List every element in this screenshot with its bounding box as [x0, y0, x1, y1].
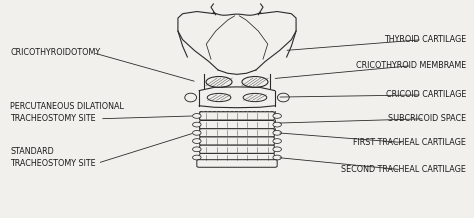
Ellipse shape [192, 147, 201, 152]
Ellipse shape [273, 122, 282, 127]
Text: CRICOTHYROIDOTOMY: CRICOTHYROIDOTOMY [10, 48, 100, 57]
FancyBboxPatch shape [200, 121, 274, 129]
FancyBboxPatch shape [197, 160, 277, 167]
Ellipse shape [273, 155, 282, 160]
Ellipse shape [185, 93, 197, 102]
Ellipse shape [242, 77, 268, 87]
Text: CRICOTHYROID MEMBRAME: CRICOTHYROID MEMBRAME [356, 61, 466, 70]
FancyBboxPatch shape [200, 145, 274, 153]
Text: SUBCRICOID SPACE: SUBCRICOID SPACE [388, 114, 466, 123]
Ellipse shape [273, 139, 282, 143]
Ellipse shape [273, 130, 282, 135]
Ellipse shape [206, 77, 232, 87]
Text: PERCUTANEOUS DILATIONAL: PERCUTANEOUS DILATIONAL [10, 102, 124, 111]
FancyBboxPatch shape [200, 137, 274, 145]
FancyBboxPatch shape [200, 153, 274, 162]
FancyBboxPatch shape [200, 112, 274, 120]
FancyBboxPatch shape [200, 129, 274, 137]
Ellipse shape [192, 130, 201, 135]
Ellipse shape [192, 139, 201, 143]
Ellipse shape [192, 155, 201, 160]
Ellipse shape [277, 93, 289, 102]
Ellipse shape [273, 147, 282, 152]
Bar [199, 111, 275, 130]
Text: TRACHEOSTOMY SITE: TRACHEOSTOMY SITE [10, 114, 96, 123]
Text: FIRST TRACHEAL CARTILAGE: FIRST TRACHEAL CARTILAGE [353, 138, 466, 147]
Ellipse shape [207, 93, 231, 102]
Ellipse shape [192, 114, 201, 118]
Ellipse shape [273, 114, 282, 118]
Ellipse shape [192, 122, 201, 127]
Ellipse shape [243, 93, 267, 102]
Text: SECOND TRACHEAL CARTILAGE: SECOND TRACHEAL CARTILAGE [341, 165, 466, 174]
Text: THYROID CARTILAGE: THYROID CARTILAGE [384, 35, 466, 44]
Text: CRICOID CARTILAGE: CRICOID CARTILAGE [386, 90, 466, 99]
Text: STANDARD: STANDARD [10, 147, 54, 156]
Text: TRACHEOSTOMY SITE: TRACHEOSTOMY SITE [10, 159, 96, 168]
